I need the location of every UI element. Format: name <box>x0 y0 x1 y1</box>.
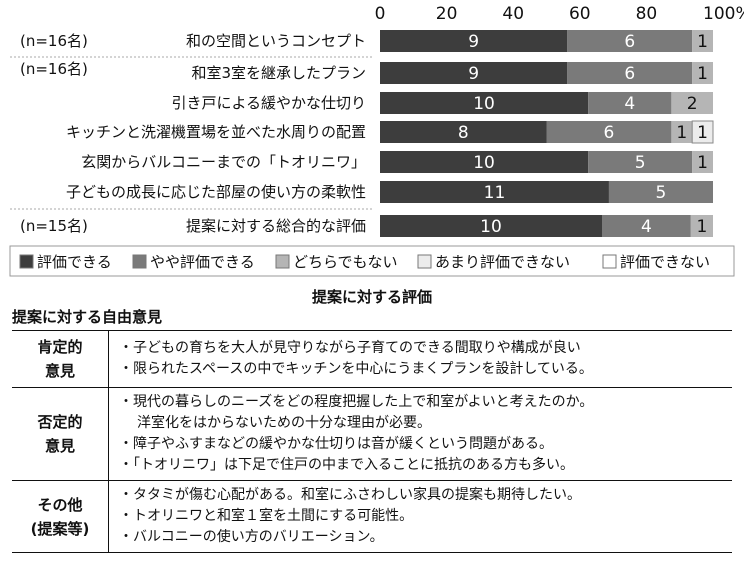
bar-segment <box>692 30 713 52</box>
opinion-line: ・「トオリニワ」は下足で住戸の中まで入ることに抵抗のある方も多い。 <box>119 457 574 473</box>
bar-segment <box>608 181 713 203</box>
bar-segment <box>380 92 589 114</box>
opinion-line: ・現代の暮らしのニーズをどの程度把握した上で和室がよいと考えたのか。 <box>119 394 594 410</box>
legend-swatch <box>602 254 617 269</box>
x-tick-label: 60 <box>569 4 591 24</box>
bar-segment <box>671 121 693 143</box>
opinion-category: 肯定的 意見 <box>12 330 109 388</box>
bar-value-label: 6 <box>624 64 635 84</box>
evaluation-chart: 0 20 40 60 80 100% 和の空間というコンセプト (n=16名) 9 6 1 和室3室を… <box>9 4 744 277</box>
opinion-line: ・限られたスペースの中でキッチンを中心にうまくプランを設計している。 <box>119 361 593 377</box>
legend-box <box>9 245 735 277</box>
opinion-category: その他 (提案等) <box>12 480 109 553</box>
bar-value-label: 2 <box>687 94 698 114</box>
row-label: 提案に対する総合的な評価 <box>186 217 366 235</box>
bar-segment <box>380 151 589 173</box>
bar-segment <box>690 215 713 237</box>
bar-value-label: 6 <box>604 123 615 143</box>
bar-value-label: 11 <box>484 183 506 203</box>
bar-segment <box>588 92 672 114</box>
bar-segment <box>380 62 568 84</box>
x-tick-label: 80 <box>636 4 658 24</box>
x-tick-label: 0 <box>375 4 386 24</box>
bar-segment <box>380 181 609 203</box>
legend-label: 評価できない <box>620 253 710 271</box>
opinion-category-line: (提案等) <box>30 519 90 538</box>
legend-swatch <box>132 254 147 269</box>
opinions-title: 提案に対する自由意見 <box>12 308 163 326</box>
bar-value-label: 6 <box>624 32 635 52</box>
x-tick-label: 40 <box>502 4 524 24</box>
legend-label: あまり評価できない <box>435 253 570 271</box>
opinion-row: 否定的 意見 ・現代の暮らしのニーズをどの程度把握した上で和室がよいと考えたのか。洋… <box>12 387 732 481</box>
bar-value-label: 1 <box>697 32 708 52</box>
bar-value-label: 1 <box>696 217 707 237</box>
opinion-line: ・障子やふすまなどの緩やかな仕切りは音が緩くという問題がある。 <box>119 436 553 452</box>
bar-value-label: 5 <box>656 183 667 203</box>
bar-value-label: 10 <box>473 94 495 114</box>
opinion-text: ・タタミが傷む心配がある。和室にふさわしい家具の提案も期待したい。 ・トオリニワと… <box>108 480 732 553</box>
bar-segment <box>567 62 693 84</box>
legend-swatch <box>417 254 432 269</box>
bar-segment <box>380 121 547 143</box>
bar-segment <box>691 120 714 144</box>
bar-value-label: 8 <box>458 123 469 143</box>
bar-value-label: 9 <box>468 32 479 52</box>
legend-label: 評価できる <box>37 253 112 271</box>
bar-value-label: 10 <box>480 217 502 237</box>
bar-value-label: 1 <box>697 153 708 173</box>
row-label: 玄関からバルコニーまでの「トオリニワ」 <box>81 153 366 171</box>
bar-value-label: 9 <box>468 64 479 84</box>
opinion-line: ・トオリニワと和室１室を土間にする可能性。 <box>119 508 414 524</box>
bar-segment <box>546 121 672 143</box>
bar-value-label: 5 <box>635 153 646 173</box>
row-label: 引き戸による緩やかな仕切り <box>171 94 366 112</box>
group-label: (n=16名) <box>20 60 88 78</box>
bar-segment <box>692 151 713 173</box>
opinion-line: 洋室化をはからないための十分な理由が必要。 <box>137 415 431 431</box>
bar-value-label: 4 <box>641 217 652 237</box>
opinion-category-line: その他 <box>37 495 83 514</box>
legend-label: やや評価できる <box>150 253 255 271</box>
bar-segment <box>602 215 691 237</box>
x-tick-label: 20 <box>436 4 458 24</box>
bar-segment <box>692 62 713 84</box>
bar-segment <box>567 30 693 52</box>
x-tick-label: 100% <box>703 4 744 24</box>
legend-label: どちらでもない <box>293 253 398 271</box>
bar-value-label: 4 <box>624 94 635 114</box>
bar-segment <box>588 151 693 173</box>
opinion-category: 否定的 意見 <box>12 387 109 481</box>
opinion-category-line: 肯定的 <box>37 338 83 356</box>
row-label: 子どもの成長に応じた部屋の使い方の柔軟性 <box>66 183 366 201</box>
opinion-row: 肯定的 意見 ・子どもの育ちを大人が見守りながら子育てのできる間取りや構成が良い ・限… <box>12 330 732 388</box>
group-label: (n=15名) <box>20 217 88 235</box>
opinion-category-line: 意見 <box>44 362 75 380</box>
bar-segment <box>380 215 602 237</box>
group-label: (n=16名) <box>20 32 88 50</box>
legend-swatch <box>19 254 34 269</box>
opinion-category-line: 否定的 <box>37 413 83 431</box>
row-label: キッチンと洗濯機置場を並べた水周りの配置 <box>66 123 366 141</box>
row-label: 和室3室を継承したプラン <box>191 64 366 82</box>
opinion-line: ・タタミが傷む心配がある。和室にふさわしい家具の提案も期待したい。 <box>119 487 581 503</box>
chart-title: 提案に対する評価 <box>311 288 432 306</box>
opinion-text: ・現代の暮らしのニーズをどの程度把握した上で和室がよいと考えたのか。洋室化をはか… <box>108 387 732 481</box>
bar-segment <box>380 30 568 52</box>
bar-value-label: 1 <box>697 64 708 84</box>
row-label: 和の空間というコンセプト <box>186 32 366 50</box>
bar-value-label: 1 <box>676 123 687 143</box>
bar-value-label: 1 <box>697 123 708 143</box>
opinion-category-line: 意見 <box>44 437 75 455</box>
opinion-line: ・バルコニーの使い方のバリエーション。 <box>119 529 384 545</box>
opinion-text: ・子どもの育ちを大人が見守りながら子育てのできる間取りや構成が良い ・限られたスペ… <box>108 330 732 388</box>
legend-swatch <box>275 254 290 269</box>
opinion-line: ・子どもの育ちを大人が見守りながら子育てのできる間取りや構成が良い <box>119 340 581 356</box>
bar-value-label: 10 <box>473 153 495 173</box>
bar-segment <box>671 92 713 114</box>
opinion-row: その他 (提案等) ・タタミが傷む心配がある。和室にふさわしい家具の提案も期待したい… <box>12 480 732 553</box>
opinions-table: 肯定的 意見 ・子どもの育ちを大人が見守りながら子育てのできる間取りや構成が良い ・限… <box>12 330 732 553</box>
